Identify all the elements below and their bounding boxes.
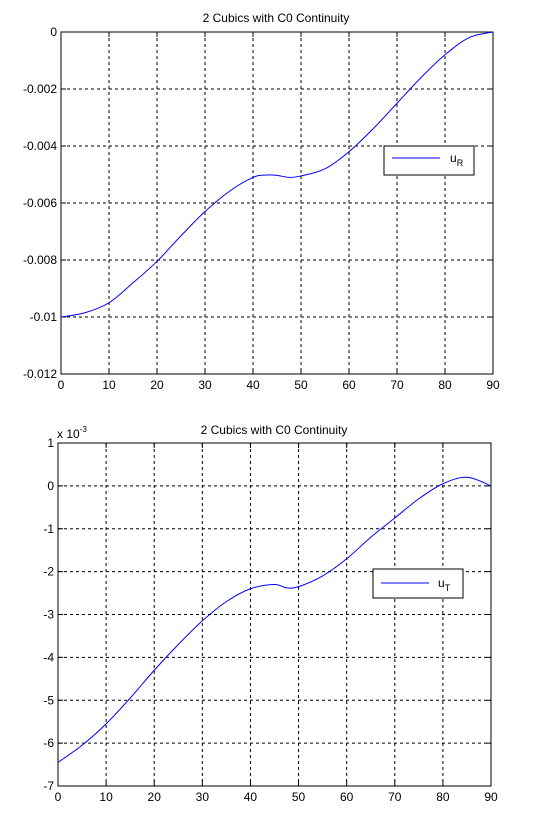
chart-bottom-x-tick-label: 20 bbox=[148, 790, 162, 804]
chart-bottom-y-tick-label: -6 bbox=[43, 736, 54, 750]
chart-top-x-tick-label: 70 bbox=[390, 378, 404, 392]
chart-bottom-x-tick-label: 30 bbox=[196, 790, 210, 804]
chart-bottom-y-multiplier-base: x 10 bbox=[57, 427, 80, 441]
chart-bottom-x-tick-label: 0 bbox=[55, 790, 62, 804]
chart-bottom-y-tick-label: -3 bbox=[43, 608, 54, 622]
chart-top-x-tick-label: 0 bbox=[58, 378, 65, 392]
chart-bottom-x-tick-label: 60 bbox=[340, 790, 354, 804]
chart-top-y-tick-label: -0.008 bbox=[23, 253, 57, 267]
chart-bottom-legend-label-main: u bbox=[438, 576, 445, 590]
chart-bottom-x-tick-label: 90 bbox=[484, 790, 498, 804]
chart-top-x-tick-label: 30 bbox=[198, 378, 212, 392]
chart-top-legend-label-main: u bbox=[450, 151, 457, 165]
chart-bottom-y-tick-label: -2 bbox=[43, 565, 54, 579]
chart-top-y-tick-label: 0 bbox=[50, 25, 57, 39]
chart-bottom-x-tick-label: 80 bbox=[436, 790, 450, 804]
chart-top-x-tick-label: 60 bbox=[342, 378, 356, 392]
chart-bottom-y-tick-label: -5 bbox=[43, 693, 54, 707]
chart-bottom-x-tick-label: 70 bbox=[388, 790, 402, 804]
chart-top-legend: uR bbox=[384, 146, 474, 175]
chart-top-x-tick-label: 10 bbox=[102, 378, 116, 392]
chart-bottom-legend: uT bbox=[373, 569, 463, 598]
chart-bottom-y-tick-label: -4 bbox=[43, 650, 54, 664]
chart-top-x-tick-label: 80 bbox=[438, 378, 452, 392]
chart-top-x-tick-label: 90 bbox=[486, 378, 500, 392]
chart-top-legend-label-sub: R bbox=[457, 158, 464, 168]
chart-bottom-y-tick-label: 1 bbox=[47, 436, 54, 450]
chart-top-y-tick-label: -0.004 bbox=[23, 139, 57, 153]
chart-top-x-tick-label: 20 bbox=[150, 378, 164, 392]
chart-bottom-legend-label-sub: T bbox=[445, 583, 451, 593]
chart-bottom-y-tick-label: 0 bbox=[47, 479, 54, 493]
chart-top-y-tick-label: -0.006 bbox=[23, 196, 57, 210]
chart-top-x-tick-label: 40 bbox=[246, 378, 260, 392]
chart-bottom-x-tick-label: 10 bbox=[99, 790, 113, 804]
chart-bottom-y-tick-label: -7 bbox=[43, 779, 54, 793]
chart-bottom-x-tick-label: 50 bbox=[292, 790, 306, 804]
chart-bottom-y-multiplier-exponent: -3 bbox=[80, 425, 88, 434]
chart-bottom-x-tick-label: 40 bbox=[244, 790, 258, 804]
chart-bottom-title: 2 Cubics with C0 Continuity bbox=[201, 423, 348, 437]
chart-top-x-tick-label: 50 bbox=[294, 378, 308, 392]
chart-top-y-tick-label: -0.01 bbox=[30, 310, 58, 324]
chart-top-y-tick-label: -0.012 bbox=[23, 367, 57, 381]
chart-bottom-y-tick-label: -1 bbox=[43, 522, 54, 536]
chart-top-y-tick-label: -0.002 bbox=[23, 82, 57, 96]
chart-top-title: 2 Cubics with C0 Continuity bbox=[203, 11, 350, 25]
